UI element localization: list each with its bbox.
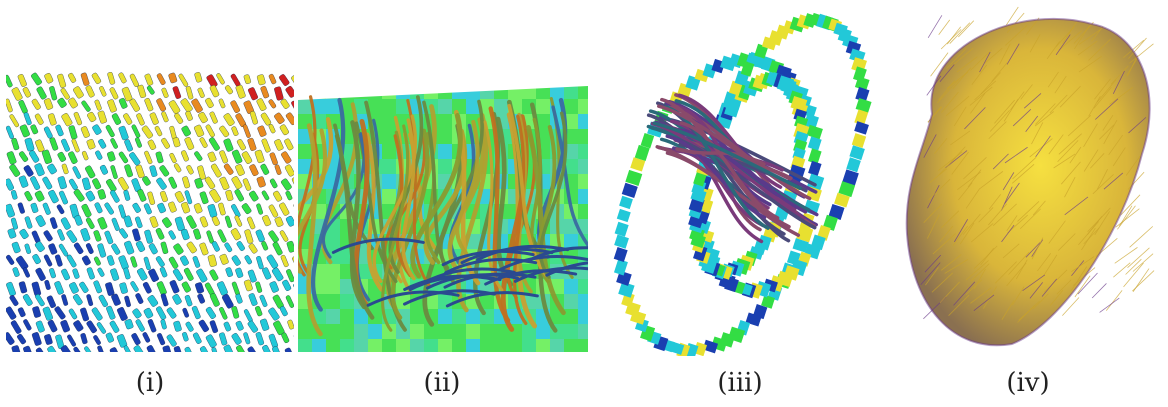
heart-fibers-image [905,6,1155,347]
panel-fiber-tracts [298,76,588,352]
panel-heart-fibers [892,4,1164,352]
caption-iv: (iv) [1006,368,1050,398]
caption-iii: (iii) [717,368,763,398]
heart-slice-tracts-image [613,12,872,356]
caption-ii: (ii) [423,368,461,398]
panel-glyph-field [6,72,294,352]
fiber-tracts-image [298,76,588,352]
panel-heart-slices [608,4,880,356]
glyph-field-image [6,72,294,352]
caption-i: (i) [135,368,165,398]
